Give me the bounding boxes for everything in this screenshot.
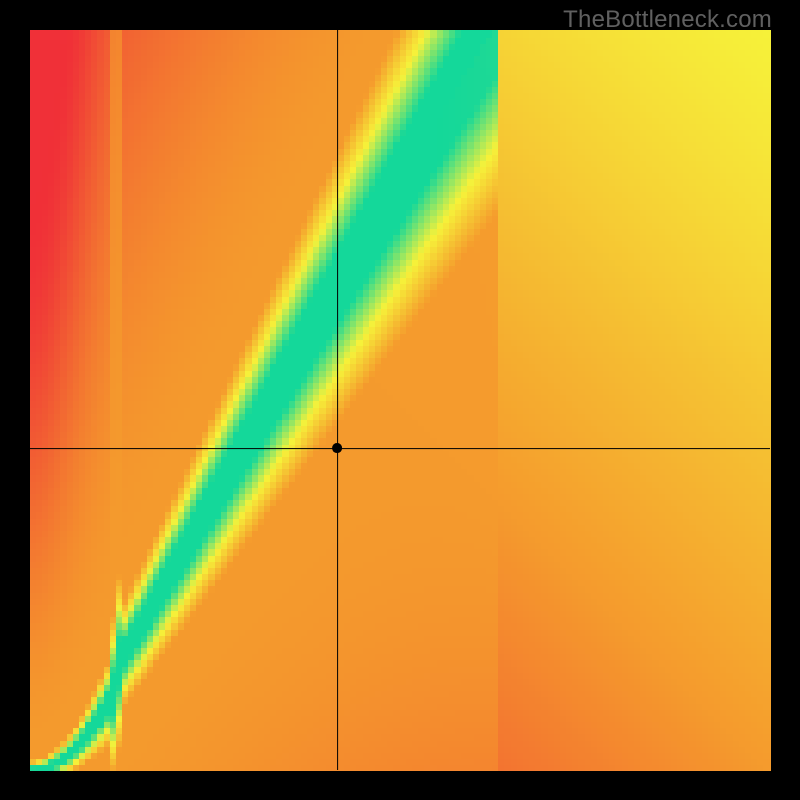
chart-container: TheBottleneck.com — [0, 0, 800, 800]
heatmap-canvas — [0, 0, 800, 800]
watermark-text: TheBottleneck.com — [563, 6, 772, 34]
